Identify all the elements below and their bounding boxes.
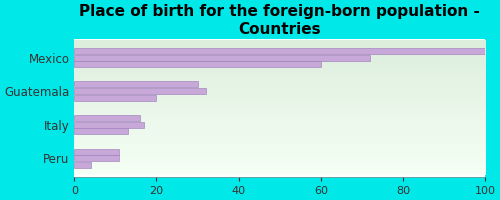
Bar [74,155,120,161]
Bar [74,55,370,61]
Bar [74,128,128,134]
Bar [74,81,198,87]
Bar [74,162,90,168]
Bar [74,61,321,67]
Title: Place of birth for the foreign-born population -
Countries: Place of birth for the foreign-born popu… [80,4,480,37]
Bar [74,95,156,101]
Bar [74,122,144,128]
Bar [74,48,486,54]
Bar [74,115,140,121]
Bar [74,149,120,155]
Bar [74,88,206,94]
